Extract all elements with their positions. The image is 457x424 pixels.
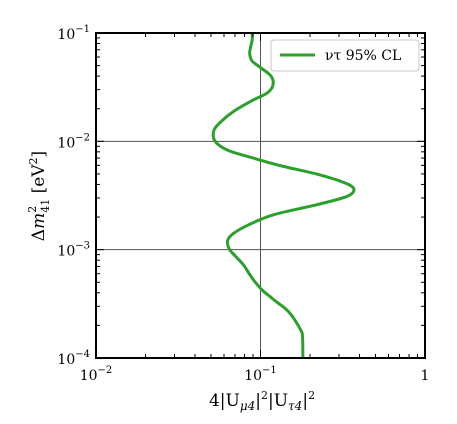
y-tick-label: 10−3 [57, 241, 90, 260]
x-tick-label: 1 [421, 368, 430, 384]
plot-frame [95, 32, 426, 359]
x-axis-label: 4|Uμ4|2|Uτ4|2 [209, 389, 315, 413]
series-line-nu-tau [211, 32, 356, 359]
legend: ντ 95% CL [270, 39, 420, 72]
x-tick-label: 10−1 [244, 365, 277, 384]
y-tick-label: 10−2 [57, 132, 90, 151]
y-tick-label: 10−1 [57, 24, 90, 43]
x-tick-labels: 10−2 10−1 1 [80, 365, 430, 384]
y-axis-label: Δm241 [eV2] [26, 151, 52, 241]
y-tick-labels: 10−4 10−3 10−2 10−1 [57, 24, 90, 368]
grid-lines [96, 33, 425, 358]
y-tick-label: 10−4 [57, 349, 90, 368]
x-tick-label: 10−2 [80, 365, 113, 384]
legend-label: ντ 95% CL [325, 48, 401, 64]
series-layer [211, 32, 356, 359]
legend-box [270, 39, 420, 72]
